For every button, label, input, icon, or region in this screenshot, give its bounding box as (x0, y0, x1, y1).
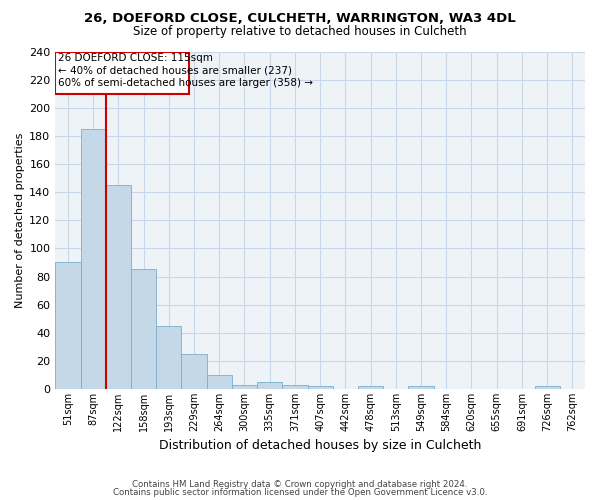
X-axis label: Distribution of detached houses by size in Culcheth: Distribution of detached houses by size … (159, 440, 481, 452)
Text: ← 40% of detached houses are smaller (237): ← 40% of detached houses are smaller (23… (58, 66, 292, 76)
Text: 60% of semi-detached houses are larger (358) →: 60% of semi-detached houses are larger (… (58, 78, 313, 88)
Text: Size of property relative to detached houses in Culcheth: Size of property relative to detached ho… (133, 25, 467, 38)
Bar (232, 385, 257, 389)
Bar (181, 354, 206, 389)
Bar (106, 185, 131, 389)
Bar (409, 386, 434, 389)
Text: Contains public sector information licensed under the Open Government Licence v3: Contains public sector information licen… (113, 488, 487, 497)
Bar (257, 382, 283, 389)
Bar (283, 385, 308, 389)
FancyBboxPatch shape (55, 52, 189, 94)
Text: 26 DOEFORD CLOSE: 115sqm: 26 DOEFORD CLOSE: 115sqm (58, 53, 212, 63)
Bar (206, 375, 232, 389)
Bar (80, 129, 106, 389)
Bar (308, 386, 333, 389)
Bar (358, 386, 383, 389)
Bar (55, 262, 80, 389)
Bar (131, 270, 156, 389)
Bar (535, 386, 560, 389)
Text: Contains HM Land Registry data © Crown copyright and database right 2024.: Contains HM Land Registry data © Crown c… (132, 480, 468, 489)
Text: 26, DOEFORD CLOSE, CULCHETH, WARRINGTON, WA3 4DL: 26, DOEFORD CLOSE, CULCHETH, WARRINGTON,… (84, 12, 516, 26)
Bar (156, 326, 181, 389)
Y-axis label: Number of detached properties: Number of detached properties (15, 132, 25, 308)
